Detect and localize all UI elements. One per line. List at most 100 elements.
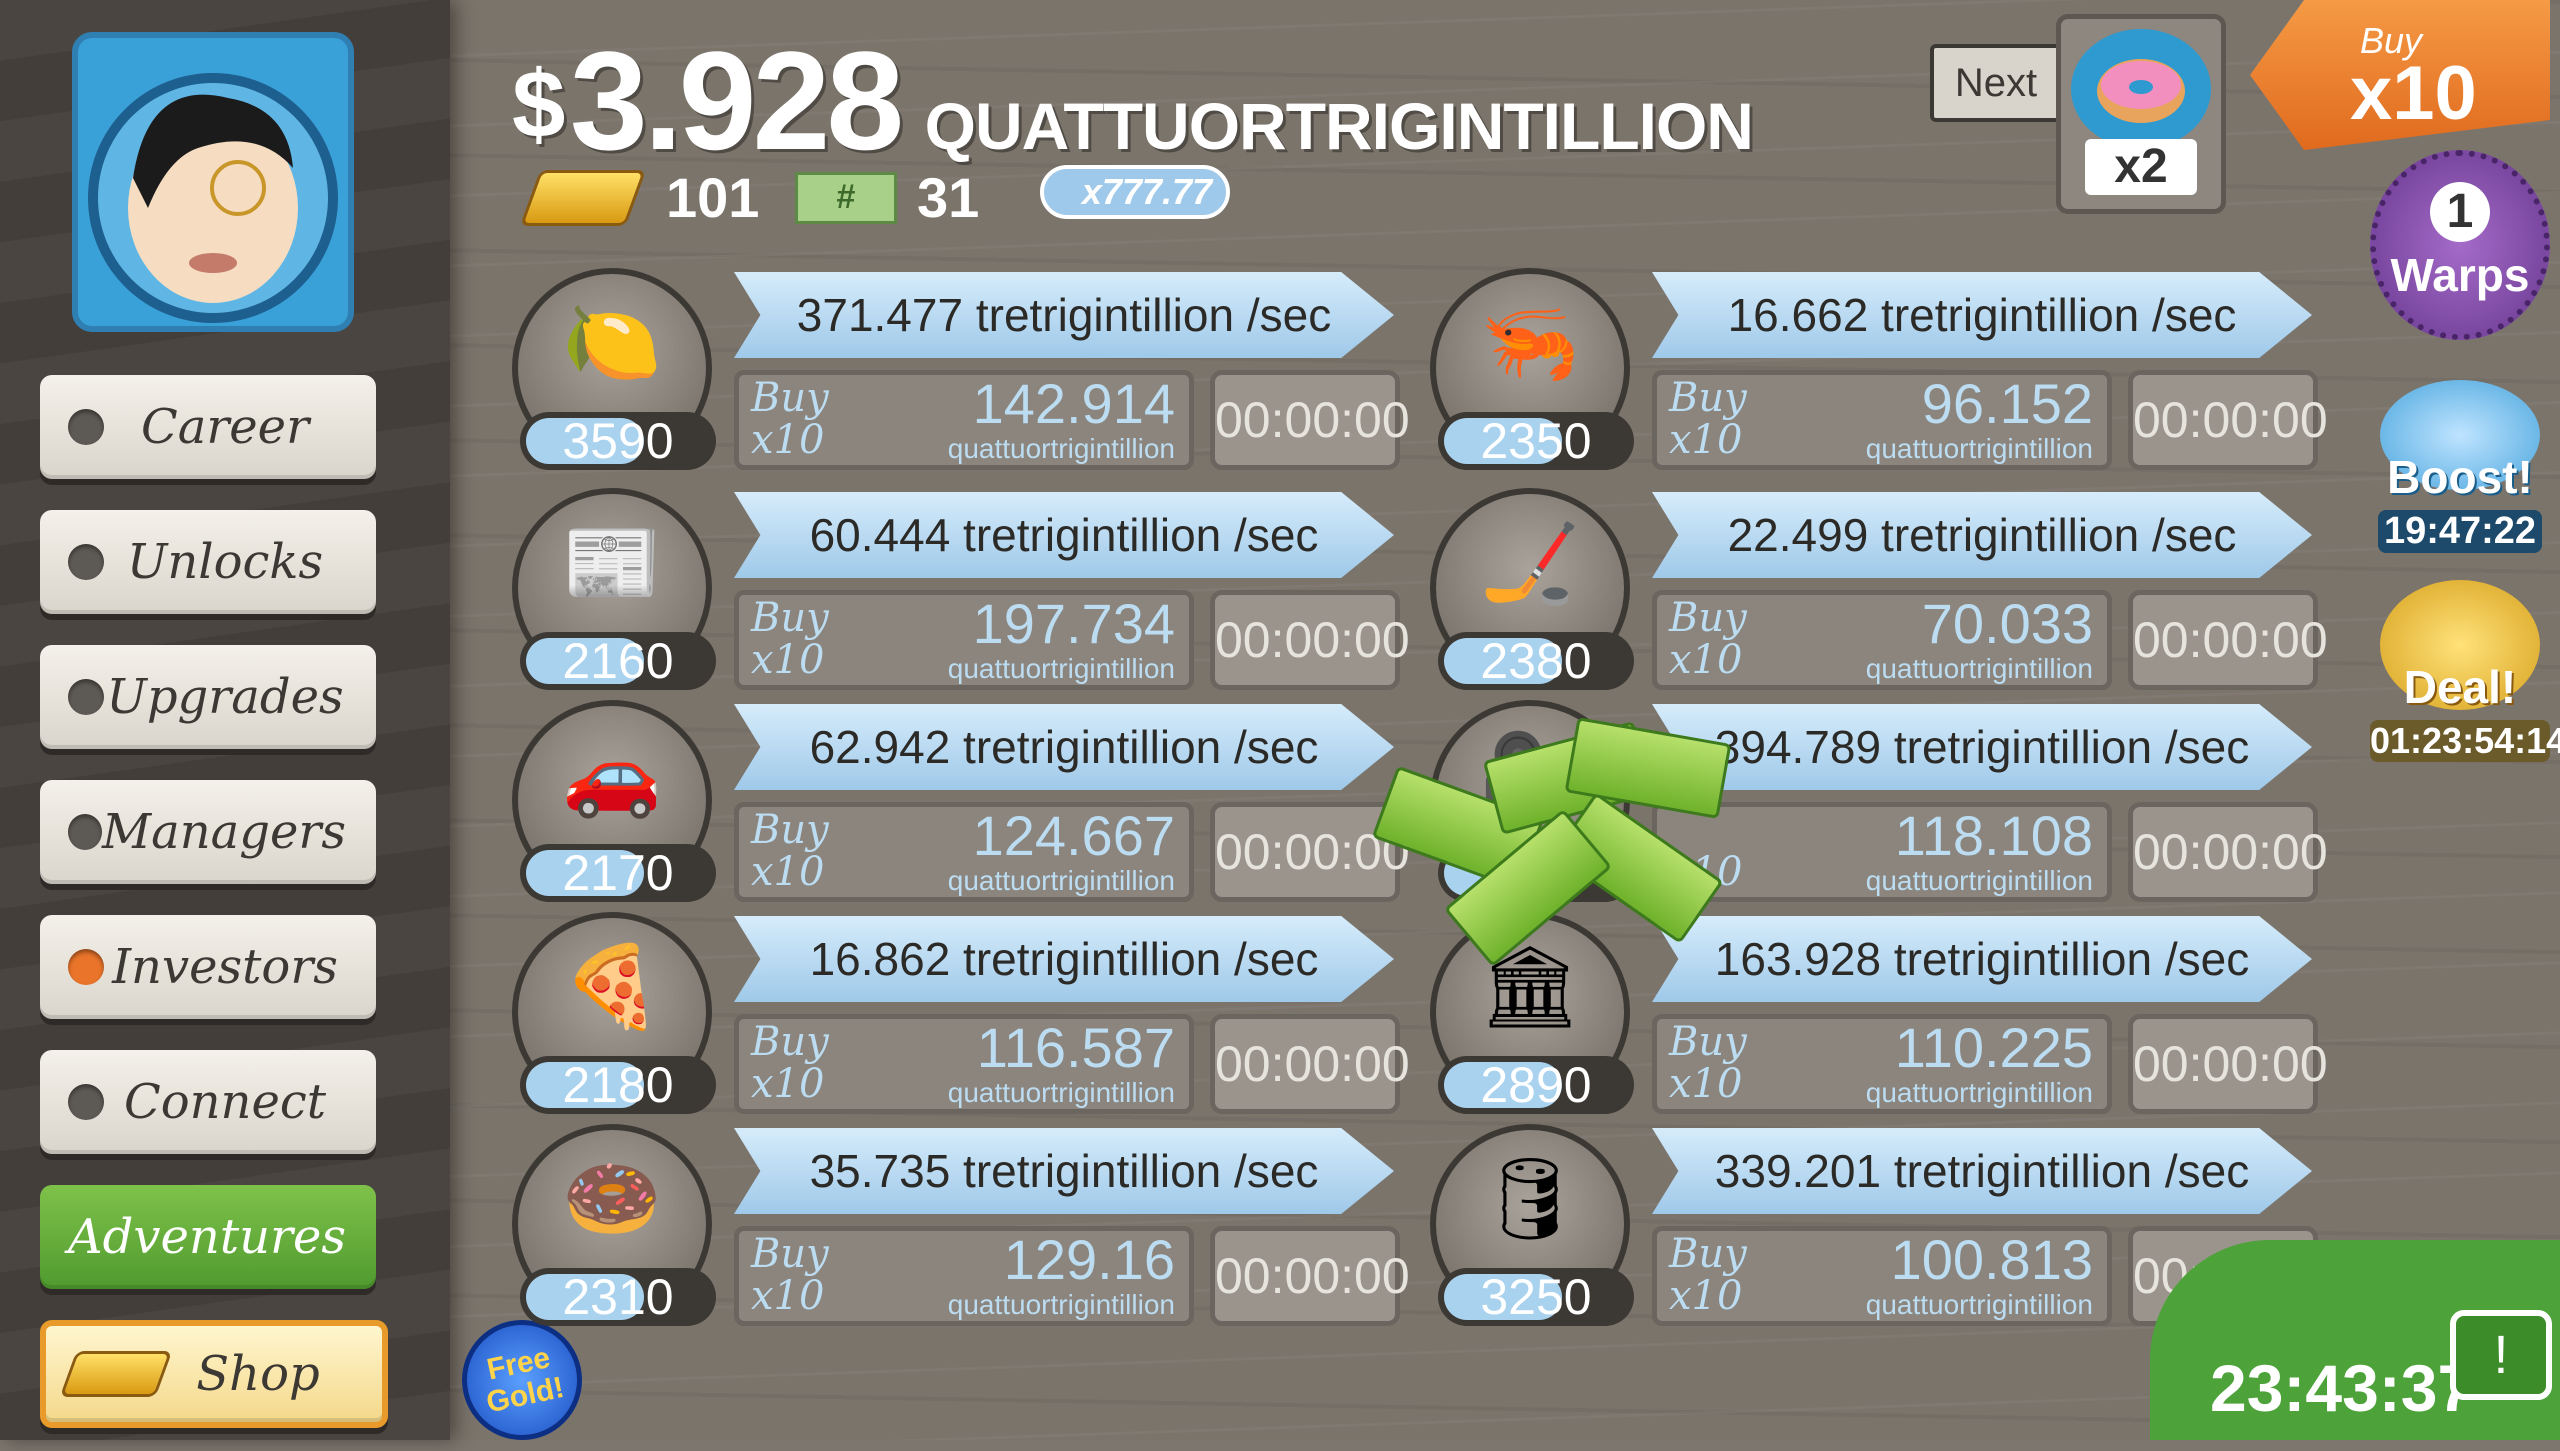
revenue-banner[interactable]: 22.499 tretrigintillion /sec xyxy=(1652,492,2312,578)
buy-button[interactable]: Buy x10 129.16 quattuortrigintillion xyxy=(734,1226,1194,1326)
profit-multiplier[interactable]: x777.77 xyxy=(1040,165,1230,219)
buy-button[interactable]: Buy x10 124.667 quattuortrigintillion xyxy=(734,802,1194,902)
buy-button[interactable]: Buy x10 110.225 quattuortrigintillion xyxy=(1652,1014,2112,1114)
managers-indicator-icon xyxy=(68,814,102,850)
buy-label: Buy xyxy=(751,807,829,853)
connect-label: Connect xyxy=(123,1074,327,1130)
business-icon-button[interactable]: 🏛 2890 xyxy=(1430,912,1634,1114)
hockey-icon: 🏒 xyxy=(1480,518,1580,607)
buy-button[interactable]: x10 118.108 quattuortrigintillion xyxy=(1652,802,2112,902)
revenue-banner[interactable]: 60.444 tretrigintillion /sec xyxy=(734,492,1394,578)
revenue-banner[interactable]: 163.928 tretrigintillion /sec xyxy=(1652,916,2312,1002)
gold-count: 101 xyxy=(666,166,760,229)
deal-label: Deal! xyxy=(2403,661,2517,713)
owned-count-badge: 2170 xyxy=(520,844,716,902)
buy-button[interactable]: Buy x10 116.587 quattuortrigintillion xyxy=(734,1014,1194,1114)
owned-count-badge: 2890 xyxy=(1438,1056,1634,1114)
boost-button[interactable]: Boost! 19:47:22 xyxy=(2370,380,2550,560)
boost-timer: 19:47:22 xyxy=(2378,510,2542,553)
buy-quantity: x10 xyxy=(1669,637,1743,683)
business-row: 🍩 2310 35.735 tretrigintillion /sec Buy … xyxy=(512,1124,1412,1326)
buy-button[interactable]: Buy x10 197.734 quattuortrigintillion xyxy=(734,590,1194,690)
unlocks-button[interactable]: Unlocks xyxy=(40,510,376,614)
connect-button[interactable]: Connect xyxy=(40,1050,376,1154)
progress-fill xyxy=(526,638,644,684)
tv-alert-icon: ! xyxy=(2450,1310,2552,1400)
buy-cost: 142.914 xyxy=(972,372,1175,435)
newspaper-icon: 📰 xyxy=(562,518,662,607)
revenue-banner[interactable]: 35.735 tretrigintillion /sec xyxy=(734,1128,1394,1214)
buy-label: Buy xyxy=(751,595,829,641)
business-icon-button[interactable]: 📰 2160 xyxy=(512,488,716,690)
buy-button[interactable]: Buy x10 100.813 quattuortrigintillion xyxy=(1652,1226,2112,1326)
owned-count-badge: 3250 xyxy=(1438,1268,1634,1326)
business-icon-button[interactable]: 🍩 2310 xyxy=(512,1124,716,1326)
managers-button[interactable]: Managers xyxy=(40,780,376,884)
production-timer: 00:00:00 xyxy=(1210,802,1410,902)
buy-button[interactable]: Buy x10 142.914 quattuortrigintillion xyxy=(734,370,1194,470)
business-icon-button[interactable]: 🍕 2180 xyxy=(512,912,716,1114)
business-icon-button[interactable]: 🚗 2170 xyxy=(512,700,716,902)
buy-cost-unit: quattuortrigintillion xyxy=(1865,1077,2093,1108)
business-row: 🏛 2890 163.928 tretrigintillion /sec Buy… xyxy=(1430,912,2330,1114)
revenue-banner[interactable]: 16.862 tretrigintillion /sec xyxy=(734,916,1394,1002)
buy-quantity: x10 xyxy=(751,1061,825,1107)
deal-button[interactable]: Deal! 01:23:54:14 xyxy=(2370,580,2560,780)
revenue-text: 16.662 tretrigintillion /sec xyxy=(1727,289,2237,341)
lemon-icon: 🍋 xyxy=(562,298,662,387)
buy-label: Buy xyxy=(751,1019,829,1065)
money-display: $ 3.928 QUATTUORTRIGINTILLION xyxy=(512,20,1754,182)
upgrades-indicator-icon xyxy=(68,679,104,715)
revenue-banner[interactable]: 339.201 tretrigintillion /sec xyxy=(1652,1128,2312,1214)
revenue-text: 371.477 tretrigintillion /sec xyxy=(796,289,1332,341)
progress-fill xyxy=(1444,418,1562,464)
unlocks-indicator-icon xyxy=(68,544,104,580)
owned-count-badge: 2180 xyxy=(520,1056,716,1114)
buy-cost-unit: quattuortrigintillion xyxy=(1865,653,2093,684)
bank-icon: 🏛 xyxy=(1479,942,1581,1031)
shop-button[interactable]: Shop xyxy=(40,1320,388,1428)
warps-button[interactable]: 1 Warps xyxy=(2370,150,2550,340)
timer-text: 00:00:00 xyxy=(1215,612,1410,668)
buy-button[interactable]: Buy x10 70.033 quattuortrigintillion xyxy=(1652,590,2112,690)
player-avatar[interactable] xyxy=(72,32,354,332)
adventures-button[interactable]: Adventures xyxy=(40,1185,376,1289)
business-icon-button[interactable]: 🏒 2380 xyxy=(1430,488,1634,690)
free-gold-label: Free Gold! xyxy=(483,1341,567,1420)
production-timer: 00:00:00 xyxy=(1210,590,1410,690)
owned-count-badge: 2350 xyxy=(1438,412,1634,470)
buy-label: Buy xyxy=(751,375,829,421)
buy-label: Buy xyxy=(1669,1231,1747,1277)
business-icon-button[interactable]: 🛢 3250 xyxy=(1430,1124,1634,1326)
business-icon-button[interactable]: 🦐 2350 xyxy=(1430,268,1634,470)
upgrades-label: Upgrades xyxy=(106,669,344,725)
next-upgrade-card[interactable]: x2 xyxy=(2056,14,2226,214)
revenue-banner[interactable]: 371.477 tretrigintillion /sec xyxy=(734,272,1394,358)
revenue-banner[interactable]: 394.789 tretrigintillion /sec xyxy=(1652,704,2312,790)
tv-ad-panel[interactable]: 23:43:37 ! xyxy=(2150,1240,2560,1440)
revenue-banner[interactable]: 16.662 tretrigintillion /sec xyxy=(1652,272,2312,358)
pizza-icon: 🍕 xyxy=(562,942,662,1031)
investors-notification-icon xyxy=(68,949,104,985)
revenue-banner[interactable]: 62.942 tretrigintillion /sec xyxy=(734,704,1394,790)
business-icon-button[interactable]: 🍋 3590 xyxy=(512,268,716,470)
career-button[interactable]: Career xyxy=(40,375,376,479)
revenue-text: 35.735 tretrigintillion /sec xyxy=(809,1145,1319,1197)
gold-bar-icon xyxy=(519,169,647,226)
business-row: 🚗 2170 62.942 tretrigintillion /sec Buy … xyxy=(512,700,1412,902)
upgrades-button[interactable]: Upgrades xyxy=(40,645,376,749)
progress-fill xyxy=(526,850,644,896)
revenue-text: 16.862 tretrigintillion /sec xyxy=(809,933,1319,985)
buy-quantity-button[interactable]: Buy x10 xyxy=(2250,0,2550,150)
investors-button[interactable]: Investors xyxy=(40,915,376,1019)
buy-label: Buy xyxy=(1669,595,1747,641)
timer-text: 00:00:00 xyxy=(1215,392,1410,448)
buy-button[interactable]: Buy x10 96.152 quattuortrigintillion xyxy=(1652,370,2112,470)
sidebar: Career Unlocks Upgrades Managers Investo… xyxy=(0,0,450,1440)
revenue-text: 22.499 tretrigintillion /sec xyxy=(1727,509,2237,561)
business-row: 🍕 2180 16.862 tretrigintillion /sec Buy … xyxy=(512,912,1412,1114)
next-upgrade-multiplier: x2 xyxy=(2085,139,2197,195)
timer-text: 00:00:00 xyxy=(1215,1248,1410,1304)
business-row: 🦐 2350 16.662 tretrigintillion /sec Buy … xyxy=(1430,268,2330,470)
progress-fill xyxy=(1444,1274,1562,1320)
